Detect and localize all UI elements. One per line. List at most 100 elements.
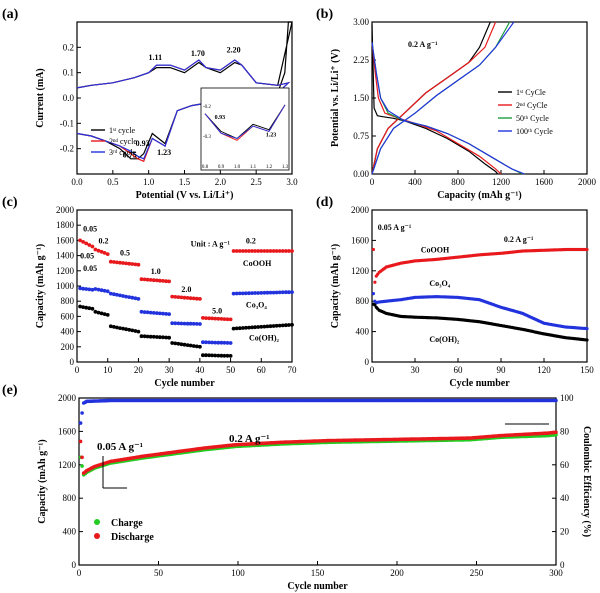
data-point [213,340,218,345]
data-point [265,324,270,329]
data-point [219,317,224,321]
panel-label: (c) [2,195,18,210]
y2-tick-label: 0 [560,560,565,570]
data-point [124,327,128,332]
rate-label: 0.2 A g⁻¹ [229,433,270,445]
inset-y-tick-label: -0.3 [203,135,211,140]
data-point [145,277,150,282]
data-point [102,312,107,316]
inset-y-tick-label: -0.2 [203,105,211,110]
data-point [127,327,132,332]
data-point [204,316,208,320]
legend-entry: Charge [111,518,143,529]
data-point [81,240,85,244]
x-tick-label: 60 [454,365,464,375]
data-point [234,326,239,331]
data-point [93,287,98,291]
data-point [244,291,248,296]
peak-label: 1.70 [191,49,205,58]
peak-label: 0.75 [123,151,137,160]
data-point [191,344,196,348]
annotation: Co₃O₄ [429,279,450,288]
inset-x-tick-label: 0.9 [218,165,225,170]
charge-curve [371,21,511,175]
data-point [188,343,193,348]
data-point [108,259,113,264]
data-point [268,324,273,329]
panel-e [78,397,557,566]
data-point [78,238,82,243]
data-point [225,341,230,345]
data-point [231,326,236,331]
data-point [84,287,89,291]
data-point [102,288,107,293]
data-point [115,292,119,297]
data-point [90,306,95,311]
data-point [133,262,138,267]
data-point [271,324,276,328]
data-point [201,340,205,345]
y-axis-label: Current (mA) [35,68,46,128]
inset-curve [204,104,286,140]
data-point [194,322,199,326]
panel-c [76,209,293,363]
data-point [284,323,288,328]
data-point [112,260,116,264]
data-point [210,316,215,321]
data-point [280,290,285,295]
data-point [176,321,181,326]
data-point [108,324,113,329]
legend-entry: 2ⁿᵈ cycle [109,137,137,146]
data-point [130,328,135,333]
inset-x-tick-label: 0.8 [202,165,209,170]
y-tick-label: 1200 [58,460,77,470]
y-tick-label: 2000 [56,205,75,215]
data-point [237,291,242,296]
y-tick-label: -0.1 [60,118,74,128]
x-tick-label: 3.0 [286,177,298,187]
data-point [145,334,150,339]
data-point [80,411,84,415]
x-tick-label: 70 [288,365,298,375]
data-point [204,340,208,345]
data-point [81,286,85,291]
y-axis-label: Capacity (mAh g⁻¹) [37,439,48,523]
data-point [179,321,184,326]
data-point [274,323,279,328]
data-point [115,325,119,330]
y-tick-label: 0 [70,357,75,367]
plot-frame [371,209,588,363]
data-point [228,354,233,358]
y-tick-label: 1200 [351,266,370,276]
data-point [222,353,227,358]
data-point [167,279,172,284]
annotation: Co(OH)₂ [429,335,460,344]
data-point [191,321,196,326]
data-point [237,249,242,253]
data-point [287,249,291,253]
data-point [105,289,110,294]
inset-x-tick-label: 1.1 [250,165,257,170]
data-point [259,324,264,329]
inset-curve [204,104,286,140]
data-point [182,321,187,326]
data-point [136,262,141,267]
data-point [207,340,212,345]
legend-entry: 100ᵗʰ Cycle [516,127,553,136]
data-point [222,340,227,345]
x-tick-label: 1.5 [179,177,191,187]
y-tick-label: 600 [61,311,75,321]
y-tick-label: 800 [63,493,77,503]
data-point [219,340,224,345]
y-tick-label: 1400 [56,251,75,261]
x-tick-label: 300 [549,568,563,578]
data-point [96,287,101,292]
y-tick-label: 400 [61,327,75,337]
legend-entry: Discharge [111,532,154,543]
data-point [585,327,589,331]
data-point [90,244,95,249]
data-point [118,293,122,298]
data-point [225,317,230,322]
data-point [277,323,282,328]
